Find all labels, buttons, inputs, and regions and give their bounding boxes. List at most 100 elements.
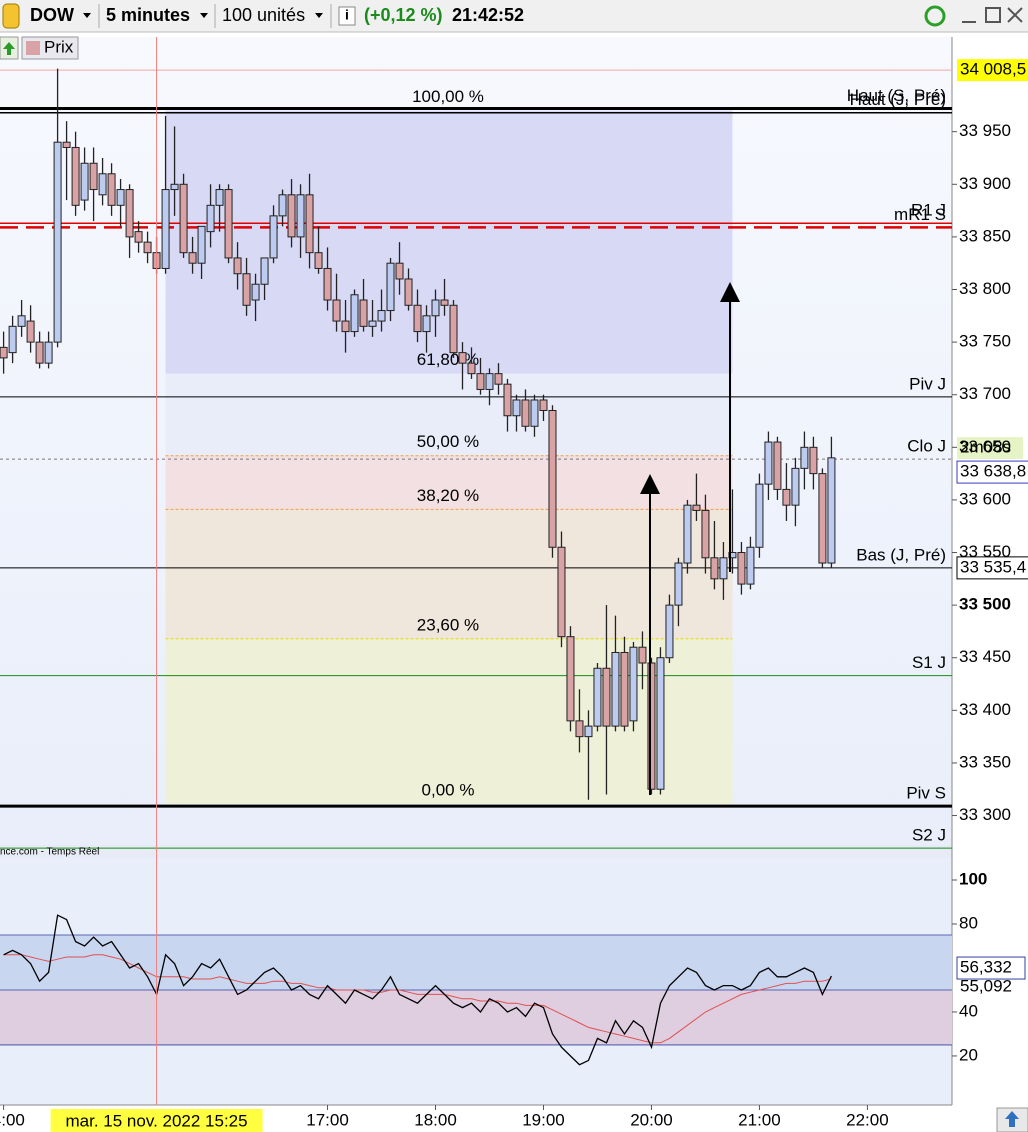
candle-body bbox=[143, 241, 152, 254]
candle-body bbox=[467, 362, 476, 375]
level-label: Haut (J, Pré) bbox=[850, 90, 946, 109]
cursor-label: mar. 15 nov. 2022 15:25 bbox=[66, 1111, 248, 1130]
fib-zone bbox=[165, 110, 733, 374]
rsi-line bbox=[3, 914, 832, 1066]
cursor-tag bbox=[50, 1109, 263, 1132]
y-tick-label: 33 550 bbox=[959, 542, 1011, 561]
candle-body bbox=[71, 146, 80, 206]
candle-body bbox=[386, 262, 395, 312]
candle-body bbox=[485, 373, 494, 390]
candle-body bbox=[278, 194, 287, 217]
candle-body bbox=[296, 194, 305, 238]
x-tick-label: 17:00 bbox=[306, 1110, 349, 1129]
candle-body bbox=[683, 504, 692, 564]
candle-body bbox=[620, 651, 629, 727]
info-button[interactable] bbox=[338, 6, 356, 26]
clock: 21:42:52 bbox=[452, 5, 524, 25]
candle-body bbox=[116, 189, 125, 206]
candle-body bbox=[674, 562, 683, 606]
rsi-line bbox=[3, 954, 832, 1044]
candle-body bbox=[233, 257, 242, 275]
quantity-select[interactable]: 100 unités bbox=[222, 5, 305, 25]
candle-body bbox=[791, 467, 800, 506]
candle-body bbox=[179, 183, 188, 254]
price-tag-label: 34 008,5 bbox=[960, 60, 1026, 79]
candle-body bbox=[593, 667, 602, 727]
candle-body bbox=[611, 651, 620, 727]
candle-body bbox=[8, 325, 17, 354]
candle-body bbox=[305, 194, 314, 254]
candle-body bbox=[197, 225, 206, 264]
candle-body bbox=[422, 315, 431, 333]
candle-body bbox=[566, 636, 575, 722]
price-tag-label: 33 638,8 bbox=[960, 462, 1026, 481]
candle-body bbox=[782, 488, 791, 506]
candle-body bbox=[107, 173, 116, 206]
candle-body bbox=[539, 399, 548, 411]
level-label: mR1 S bbox=[894, 205, 946, 224]
close-button[interactable] bbox=[1007, 7, 1023, 23]
candle-body bbox=[557, 546, 566, 638]
legend-label: Prix bbox=[44, 37, 74, 56]
y-tick-label: 33 800 bbox=[959, 279, 1011, 298]
candle-body bbox=[269, 215, 278, 259]
fib-label: 23,60 % bbox=[417, 615, 479, 634]
countdown-tag bbox=[957, 437, 1023, 460]
candle-body bbox=[584, 725, 593, 738]
panel-separator bbox=[0, 845, 952, 858]
candle-body bbox=[530, 399, 539, 427]
refresh-button[interactable] bbox=[924, 5, 946, 27]
candle-body bbox=[341, 320, 350, 333]
candle-body bbox=[260, 257, 269, 285]
rsi-tag bbox=[957, 975, 1025, 998]
maximize-button[interactable] bbox=[985, 7, 1001, 23]
candle-body bbox=[242, 273, 251, 306]
candle-body bbox=[26, 320, 35, 343]
interval-select[interactable]: 5 minutes bbox=[106, 5, 190, 25]
fib-label: 50,00 % bbox=[417, 432, 479, 451]
candle-body bbox=[773, 441, 782, 490]
fib-label: 38,20 % bbox=[417, 486, 479, 505]
candle-body bbox=[323, 267, 332, 301]
candle-body bbox=[494, 373, 503, 385]
x-tick-label: 21:00 bbox=[738, 1110, 781, 1129]
level-label: Haut (S, Pré) bbox=[847, 86, 946, 105]
countdown-label: 2m08s bbox=[960, 438, 1011, 457]
candle-body bbox=[350, 294, 359, 333]
candle-body bbox=[629, 646, 638, 722]
candle-body bbox=[251, 283, 260, 301]
source-label: nce.com - Temps Réel bbox=[0, 847, 99, 858]
dropdown-arrow bbox=[200, 13, 208, 18]
x-tick-label: 18:00 bbox=[414, 1110, 457, 1129]
candle-body bbox=[0, 346, 8, 359]
candle-body bbox=[188, 252, 197, 264]
candle-body bbox=[395, 262, 404, 280]
candle-body bbox=[647, 662, 656, 790]
candle-body bbox=[368, 320, 377, 327]
price-tag bbox=[956, 556, 1028, 580]
y-tick-label: 33 900 bbox=[959, 174, 1011, 193]
x-tick-label: 22:00 bbox=[846, 1110, 889, 1129]
y-tick-label: 33 650 bbox=[959, 437, 1011, 456]
candle-body bbox=[359, 299, 368, 327]
candle-body bbox=[449, 304, 458, 354]
price-tag bbox=[956, 460, 1028, 484]
level-label: Bas (J, Pré) bbox=[856, 545, 946, 564]
candle-body bbox=[332, 299, 341, 322]
level-label: S2 J bbox=[912, 826, 946, 845]
candle-body bbox=[476, 373, 485, 390]
level-label: Piv S bbox=[906, 784, 946, 803]
y-tick-label: 33 500 bbox=[959, 595, 1011, 614]
candle-body bbox=[638, 646, 647, 664]
candle-body bbox=[809, 446, 818, 475]
y-tick-label: 33 700 bbox=[959, 384, 1011, 403]
y-tick-label: 33 600 bbox=[959, 489, 1011, 508]
candle-body bbox=[512, 399, 521, 417]
fib-zone bbox=[165, 638, 733, 804]
candle-body bbox=[701, 509, 710, 559]
candle-body bbox=[413, 304, 422, 333]
app-icon[interactable] bbox=[2, 3, 20, 29]
candle-body bbox=[503, 383, 512, 417]
symbol-select[interactable]: DOW bbox=[30, 5, 74, 25]
